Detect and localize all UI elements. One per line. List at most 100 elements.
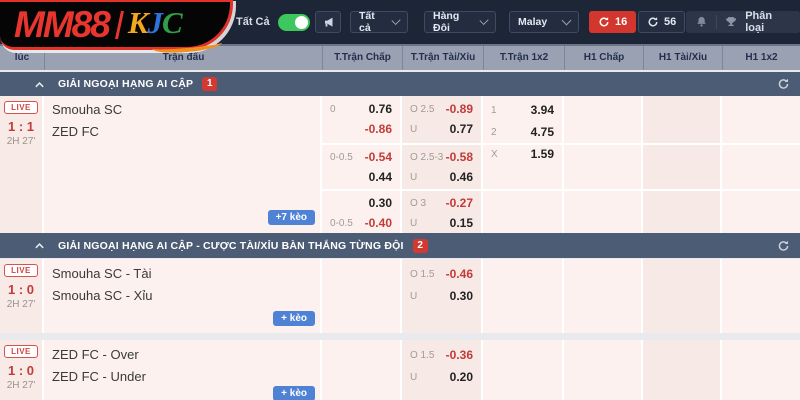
odds-line[interactable]: U 0.46 bbox=[402, 169, 481, 187]
section-refresh-icon[interactable] bbox=[777, 239, 790, 252]
select-all-toggle[interactable] bbox=[278, 14, 310, 31]
classify-label[interactable]: Phân loại bbox=[745, 10, 773, 34]
odds-type-dropdown[interactable]: Malay bbox=[509, 11, 579, 33]
odds-value[interactable]: -0.89 bbox=[445, 102, 473, 116]
collapse-chevron-up-icon[interactable] bbox=[34, 80, 45, 89]
odds-line[interactable]: 0.30 bbox=[322, 195, 400, 213]
odds-handicap: O 2.5-3 bbox=[410, 152, 444, 163]
more-bets-button[interactable]: +7 kèo bbox=[267, 210, 315, 225]
match-status-cell: LIVE 1 : 0 2H 27' bbox=[0, 340, 44, 400]
refresh-count-button[interactable]: 56 bbox=[638, 11, 686, 33]
ft-handicap-cell bbox=[322, 340, 402, 400]
odds-line[interactable]: 0-0.5 -0.54 bbox=[322, 149, 400, 167]
announcement-button[interactable] bbox=[315, 11, 341, 33]
refresh-icon bbox=[599, 17, 609, 27]
odds-line[interactable]: O 3 -0.27 bbox=[402, 195, 481, 213]
odds-value[interactable]: -0.54 bbox=[364, 150, 392, 164]
hot-refresh-button[interactable]: 16 bbox=[589, 11, 637, 33]
odds-value[interactable]: -0.46 bbox=[445, 267, 473, 281]
odds-value[interactable]: 0.77 bbox=[449, 122, 473, 136]
match-time: 2H 27' bbox=[6, 299, 36, 310]
kjc-logo-text: KJC bbox=[127, 5, 183, 40]
match-time: 2H 27' bbox=[6, 136, 36, 147]
odds-line[interactable]: -0.86 bbox=[322, 121, 400, 139]
odds-value[interactable]: -0.58 bbox=[445, 150, 473, 164]
odds-line[interactable]: 0.44 bbox=[322, 169, 400, 187]
collapse-chevron-up-icon[interactable] bbox=[34, 241, 45, 250]
odds-line[interactable]: U 0.77 bbox=[402, 121, 481, 139]
home-team[interactable]: Smouha SC - Tài bbox=[52, 266, 152, 281]
odds-value[interactable]: 4.75 bbox=[530, 125, 554, 139]
dropdown-value: Hàng Đôi bbox=[433, 10, 460, 34]
column-header-ft-1x2: T.Trận 1x2 bbox=[483, 46, 564, 70]
section-refresh-icon[interactable] bbox=[777, 78, 790, 91]
refresh-count: 56 bbox=[664, 16, 677, 28]
more-bets-button[interactable]: + kèo bbox=[273, 386, 315, 400]
odds-value[interactable]: 0.46 bbox=[449, 170, 473, 184]
tools-group: Phân loại bbox=[686, 10, 800, 34]
odds-line[interactable]: 0-0.5 -0.40 bbox=[322, 215, 400, 233]
odds-handicap: X bbox=[491, 149, 498, 160]
odds-value[interactable]: 1.59 bbox=[530, 147, 554, 161]
odds-value[interactable]: 0.44 bbox=[368, 170, 392, 184]
dropdown-value: Tất cả bbox=[359, 10, 375, 34]
h1-handicap-cell bbox=[564, 340, 643, 400]
ft-ou-cell: O 2.5 -0.89 U 0.77 O 2.5-3 -0.58 U 0.46 O 3 -… bbox=[402, 96, 483, 233]
league-section-header-1[interactable]: GIẢI NGOẠI HẠNG AI CẬP 1 bbox=[0, 72, 800, 96]
odds-line[interactable]: 0 0.76 bbox=[322, 101, 400, 119]
odds-handicap: U bbox=[410, 172, 418, 183]
h1-ou-cell bbox=[643, 96, 722, 233]
away-team[interactable]: Smouha SC - Xỉu bbox=[52, 288, 153, 303]
row-mode-dropdown[interactable]: Hàng Đôi bbox=[424, 10, 496, 34]
odds-value[interactable]: -0.40 bbox=[364, 216, 392, 230]
odds-line[interactable]: U 0.20 bbox=[402, 369, 481, 387]
more-bets-button[interactable]: + kèo bbox=[273, 311, 315, 326]
odds-value[interactable]: 3.94 bbox=[530, 103, 554, 117]
refresh-icon bbox=[648, 17, 658, 27]
odds-line[interactable]: X 1.59 bbox=[483, 146, 562, 164]
odds-line[interactable]: O 2.5-3 -0.58 bbox=[402, 149, 481, 167]
odds-value[interactable]: 0.30 bbox=[368, 196, 392, 210]
odds-line[interactable]: U 0.30 bbox=[402, 288, 481, 306]
match-count-badge: 2 bbox=[412, 238, 428, 253]
h1-ou-cell bbox=[643, 259, 722, 333]
filter-dropdown-all[interactable]: Tất cả bbox=[350, 10, 408, 34]
odds-line[interactable]: 1 3.94 bbox=[483, 102, 562, 120]
ft-ou-cell: O 1.5 -0.46 U 0.30 bbox=[402, 259, 483, 333]
odds-line[interactable]: O 2.5 -0.89 bbox=[402, 101, 481, 119]
odds-value[interactable]: -0.27 bbox=[445, 196, 473, 210]
odds-value[interactable]: 0.15 bbox=[449, 216, 473, 230]
odds-handicap: 2 bbox=[491, 127, 497, 138]
league-title: GIẢI NGOẠI HẠNG AI CẬP - CƯỢC TÀI/XỈU BÀ… bbox=[58, 239, 404, 252]
away-team[interactable]: ZED FC - Under bbox=[52, 369, 146, 384]
chevron-down-icon bbox=[561, 15, 572, 26]
odds-line[interactable]: U 0.15 bbox=[402, 215, 481, 233]
league-section-header-2[interactable]: GIẢI NGOẠI HẠNG AI CẬP - CƯỢC TÀI/XỈU BÀ… bbox=[0, 233, 800, 258]
column-header-h1-handicap: H1 Chấp bbox=[564, 46, 643, 70]
bell-icon[interactable] bbox=[695, 15, 708, 29]
away-team[interactable]: ZED FC bbox=[52, 124, 99, 139]
odds-value[interactable]: 0.20 bbox=[449, 370, 473, 384]
odds-handicap: 0 bbox=[330, 104, 336, 115]
home-team[interactable]: ZED FC - Over bbox=[52, 347, 139, 362]
odds-value[interactable]: -0.36 bbox=[445, 348, 473, 362]
live-badge: LIVE bbox=[4, 101, 38, 114]
odds-value[interactable]: 0.76 bbox=[368, 102, 392, 116]
brand-logo[interactable]: MM88 KJC bbox=[0, 0, 233, 56]
ft-ou-cell: O 1.5 -0.36 U 0.20 bbox=[402, 340, 483, 400]
ft-handicap-cell bbox=[322, 259, 402, 333]
top-bar: Tất Cả Tất cả Hàng Đôi Malay 16 56 bbox=[0, 0, 800, 44]
logo-divider bbox=[114, 10, 124, 39]
odds-handicap: O 1.5 bbox=[410, 269, 435, 280]
home-team[interactable]: Smouha SC bbox=[52, 102, 123, 117]
odds-line[interactable]: O 1.5 -0.36 bbox=[402, 347, 481, 365]
teams-cell: Smouha SC ZED FC +7 kèo bbox=[44, 96, 322, 233]
match-row: LIVE 1 : 0 2H 27' Smouha SC - Tài Smouha… bbox=[0, 259, 800, 333]
odds-line[interactable]: O 1.5 -0.46 bbox=[402, 266, 481, 284]
odds-value[interactable]: -0.86 bbox=[364, 122, 392, 136]
odds-value[interactable]: 0.30 bbox=[449, 289, 473, 303]
match-row: LIVE 1 : 0 2H 27' ZED FC - Over ZED FC -… bbox=[0, 340, 800, 400]
live-badge: LIVE bbox=[4, 264, 38, 277]
odds-line[interactable]: 2 4.75 bbox=[483, 124, 562, 142]
ft-1x2-cell bbox=[483, 340, 564, 400]
